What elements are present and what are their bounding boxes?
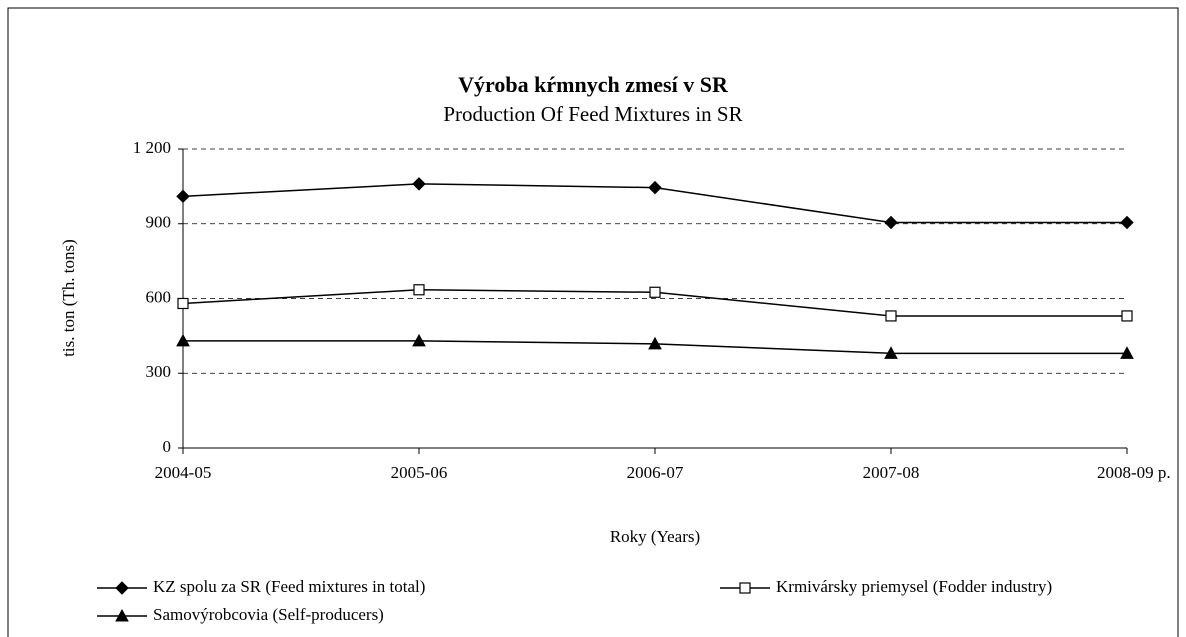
legend-label: Samovýrobcovia (Self-producers) bbox=[153, 605, 384, 624]
chart-subtitle: Production Of Feed Mixtures in SR bbox=[443, 102, 742, 126]
y-axis-label: tis. ton (Th. tons) bbox=[59, 239, 78, 357]
legend-label: Krmivársky priemysel (Fodder industry) bbox=[776, 577, 1052, 596]
data-point bbox=[884, 346, 898, 359]
data-point bbox=[412, 177, 426, 191]
data-point bbox=[412, 333, 426, 347]
data-point bbox=[1120, 346, 1134, 359]
legend-marker bbox=[115, 581, 129, 595]
data-point bbox=[176, 333, 190, 347]
data-point bbox=[885, 310, 897, 322]
data-point bbox=[1120, 215, 1134, 230]
data-point bbox=[648, 180, 662, 195]
legend-marker bbox=[115, 608, 129, 622]
legend-label: KZ spolu za SR (Feed mixtures in total) bbox=[153, 577, 425, 596]
x-tick-label: 2005-06 bbox=[391, 463, 448, 482]
data-point bbox=[413, 284, 425, 296]
chart-title: Výroba kŕmnych zmesí v SR bbox=[458, 72, 729, 97]
y-tick-label: 900 bbox=[146, 213, 172, 232]
x-tick-label: 2007-08 bbox=[863, 463, 920, 482]
chart-frame bbox=[7, 7, 1179, 637]
y-tick-label: 300 bbox=[146, 362, 172, 381]
data-point bbox=[649, 286, 661, 298]
x-tick-label: 2004-05 bbox=[155, 463, 212, 482]
data-point bbox=[648, 336, 662, 350]
data-point bbox=[1121, 310, 1133, 322]
data-point bbox=[176, 189, 190, 204]
x-axis-label: Roky (Years) bbox=[610, 527, 700, 546]
y-tick-label: 0 bbox=[163, 437, 172, 456]
data-point bbox=[884, 215, 898, 230]
data-point bbox=[177, 297, 189, 310]
y-tick-label: 1 200 bbox=[133, 138, 171, 157]
legend-marker bbox=[739, 582, 751, 594]
x-tick-label: 2008-09 p. bbox=[1097, 463, 1171, 482]
x-tick-label: 2006-07 bbox=[627, 463, 684, 482]
y-tick-label: 600 bbox=[146, 287, 172, 306]
